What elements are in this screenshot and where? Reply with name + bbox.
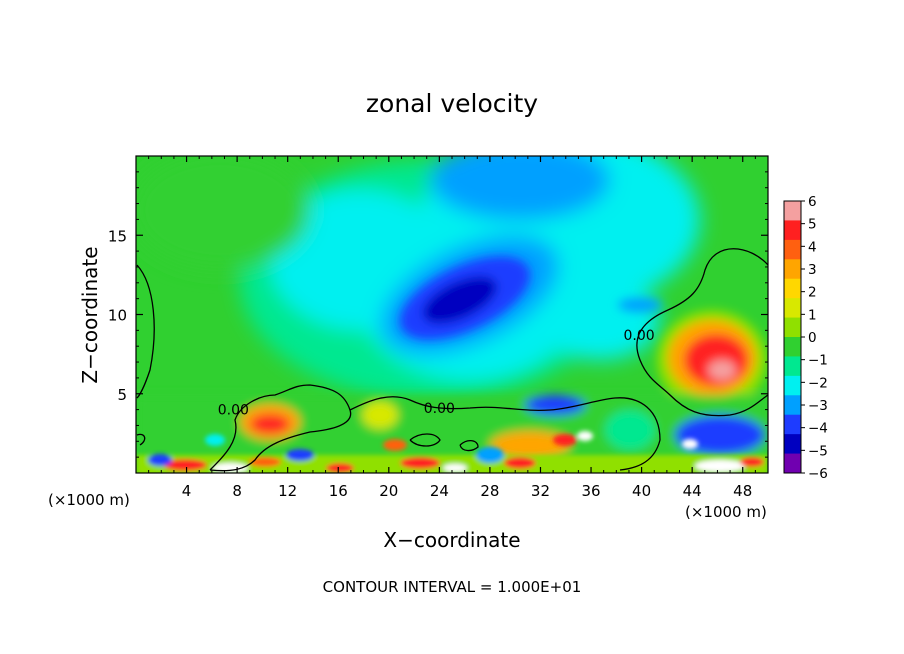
colorbar-label: 0 bbox=[808, 330, 817, 346]
colorbar-label: 6 bbox=[808, 194, 817, 210]
x-tick-label: 28 bbox=[480, 482, 499, 500]
y-axis-label: Z−coordinate bbox=[78, 246, 102, 383]
colorbar-swatch bbox=[784, 375, 801, 396]
contour-label: 0.00 bbox=[424, 401, 455, 417]
colorbar-swatch bbox=[784, 453, 801, 474]
contour-interval-note: CONTOUR INTERVAL = 1.000E+01 bbox=[323, 578, 582, 596]
colorbar-label: 5 bbox=[808, 217, 817, 233]
colorbar-label: −6 bbox=[808, 466, 828, 482]
colorbar-swatch bbox=[784, 220, 801, 241]
colorbar-label: −3 bbox=[808, 398, 828, 414]
x-tick-label: 48 bbox=[733, 482, 752, 500]
contour-label: 0.00 bbox=[623, 328, 654, 344]
x-tick-label: 20 bbox=[379, 482, 398, 500]
colorbar-swatch bbox=[784, 201, 801, 221]
x-tick-label: 36 bbox=[581, 482, 600, 500]
contour-label: 0.00 bbox=[218, 402, 249, 418]
x-tick-label: 12 bbox=[278, 482, 297, 500]
x-tick-label: 8 bbox=[232, 482, 242, 500]
colorbar-label: 4 bbox=[808, 239, 817, 255]
colorbar-swatch bbox=[784, 298, 801, 319]
heatmap-field bbox=[136, 156, 768, 473]
colorbar-swatch bbox=[784, 259, 801, 280]
colorbar: 6 5 4 3 2 1 0 −1 −2 −3 −4 −5 −6 bbox=[783, 194, 828, 482]
y-axis: 5 10 15 bbox=[108, 171, 768, 458]
x-tick-label: 40 bbox=[632, 482, 651, 500]
y-tick-label: 15 bbox=[108, 227, 127, 245]
colorbar-swatch bbox=[784, 395, 801, 416]
colorbar-swatch bbox=[784, 337, 801, 357]
colorbar-label: −1 bbox=[808, 353, 828, 369]
zero-contours bbox=[136, 248, 768, 472]
colorbar-swatch bbox=[784, 434, 801, 455]
x-tick-label: 32 bbox=[531, 482, 550, 500]
y-tick-label: 5 bbox=[117, 386, 127, 404]
colorbar-label: 3 bbox=[808, 262, 817, 278]
colorbar-label: −5 bbox=[808, 443, 828, 459]
colorbar-swatch bbox=[784, 317, 801, 338]
colorbar-swatch bbox=[784, 278, 801, 299]
colorbar-label: −4 bbox=[808, 421, 828, 437]
colorbar-label: −2 bbox=[808, 375, 828, 391]
contour-labels: 0.00 0.00 0.00 bbox=[218, 328, 655, 418]
colorbar-label: 2 bbox=[808, 285, 817, 301]
colorbar-swatch bbox=[784, 414, 801, 435]
x-unit-label-left: (×1000 m) bbox=[48, 491, 130, 509]
x-tick-label: 4 bbox=[182, 482, 192, 500]
x-tick-label: 24 bbox=[430, 482, 449, 500]
x-axis-label: X−coordinate bbox=[383, 528, 520, 552]
chart-title: zonal velocity bbox=[366, 89, 538, 118]
x-tick-label: 16 bbox=[329, 482, 348, 500]
x-unit-label-right: (×1000 m) bbox=[685, 503, 767, 521]
x-tick-label: 44 bbox=[683, 482, 702, 500]
colorbar-swatch bbox=[784, 239, 801, 260]
colorbar-label: 1 bbox=[808, 307, 817, 323]
y-tick-label: 10 bbox=[108, 307, 127, 325]
colorbar-swatch bbox=[784, 356, 801, 377]
x-axis: 4 8 12 16 20 24 28 32 36 40 44 48 bbox=[148, 156, 756, 500]
